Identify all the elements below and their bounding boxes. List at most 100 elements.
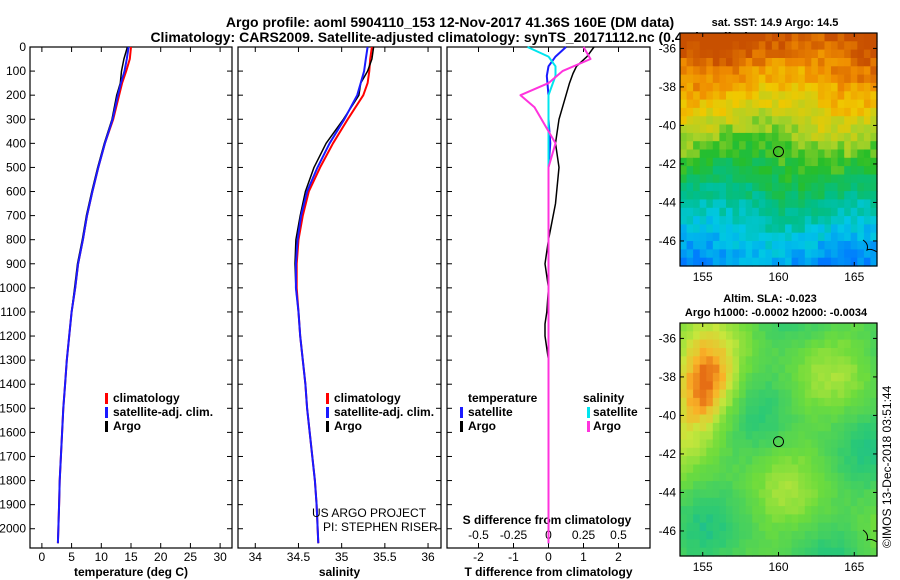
legend-label: climatology — [113, 391, 180, 405]
x-tick-label: 25 — [184, 550, 198, 564]
legend-swatch — [460, 421, 463, 432]
plot-frame — [237, 46, 442, 549]
sla-map-panel: Altim. SLA: -0.023 Argo h1000: -0.0002 h2… — [659, 293, 878, 574]
y-tick-label: 100 — [6, 64, 26, 78]
map-y-tick-label: -46 — [659, 234, 677, 248]
map-y-tick-label: -44 — [659, 485, 677, 499]
y-tick-label: 1800 — [0, 474, 26, 488]
x-tick-label: 35 — [335, 550, 349, 564]
x-tick-label: 0 — [39, 550, 46, 564]
map-y-tick-label: -46 — [659, 524, 677, 538]
y-tick-label: 2000 — [0, 522, 26, 536]
s-tick-label: 0.25 — [572, 528, 596, 542]
legend-swatch — [105, 407, 108, 418]
y-tick-label: 1100 — [0, 305, 26, 319]
profile-location-marker — [773, 436, 784, 448]
map-cells — [680, 33, 878, 267]
plot-frame — [29, 46, 233, 549]
y-tick-label: 800 — [6, 233, 26, 247]
difference-panel: T difference from climatology-2 -1 0 1 2 S di… — [446, 46, 651, 579]
x-tick-label: 1 — [580, 550, 587, 564]
sst-map-title: sat. SST: 14.9 Argo: 14.5 — [712, 17, 839, 29]
sla-map-subtitle: Argo h1000: -0.0002 h2000: -0.0034 — [685, 307, 868, 319]
map-y-tick-label: -44 — [659, 195, 677, 209]
y-tick-label: 1900 — [0, 498, 26, 512]
coastline — [862, 529, 878, 543]
x-axis-label: T difference from climatology — [464, 565, 632, 579]
map-y-tick-label: -42 — [659, 157, 677, 171]
y-tick-label: 1000 — [0, 281, 26, 295]
map-y-tick-label: -40 — [659, 118, 677, 132]
map-x-tick-label: 160 — [768, 270, 788, 284]
y-tick-label: 700 — [6, 209, 26, 223]
legend-header-temperature: temperature — [468, 391, 538, 405]
title-line-2: Climatology: CARS2009. Satellite-adjuste… — [150, 29, 749, 45]
legend-swatch — [460, 407, 463, 418]
x-tick-label: 36 — [421, 550, 435, 564]
salinity-panel: salinity 34 34.5 35 35.5 36 climatologysatelli… — [237, 46, 442, 579]
x-tick-label: 30 — [213, 550, 227, 564]
y-tick-label: 1200 — [0, 329, 26, 343]
legend-label: satellite — [593, 405, 638, 419]
legend-swatch — [105, 393, 108, 404]
y-tick-label: 1600 — [0, 425, 26, 439]
coastline — [862, 239, 878, 253]
y-tick-label: 200 — [6, 88, 26, 102]
map-y-tick-label: -42 — [659, 447, 677, 461]
y-tick-label: 900 — [6, 257, 26, 271]
y-tick-label: 0 — [19, 40, 26, 54]
y-tick-label: 500 — [6, 160, 26, 174]
legend-label: satellite-adj. clim. — [113, 405, 213, 419]
map-y-tick-label: -36 — [659, 41, 677, 55]
map-x-tick-label: 160 — [768, 560, 788, 574]
x-axis-label: temperature (deg C) — [74, 565, 188, 579]
y-tick-label: 1700 — [0, 449, 26, 463]
profile-location-marker — [773, 146, 784, 158]
map-x-tick-label: 155 — [693, 270, 713, 284]
legend-swatch — [587, 421, 590, 432]
legend-label: climatology — [334, 391, 401, 405]
legend-label: Argo — [113, 419, 141, 433]
map-x-tick-label: 155 — [693, 560, 713, 574]
map-x-tick-label: 165 — [844, 560, 864, 574]
legend-swatch — [326, 421, 329, 432]
s-axis-label: S difference from climatology — [463, 513, 632, 527]
x-axis-label: salinity — [319, 565, 361, 579]
legend-swatch — [326, 393, 329, 404]
y-tick-label: 1500 — [0, 401, 26, 415]
x-tick-label: 34 — [249, 550, 263, 564]
legend-header-salinity: salinity — [583, 391, 625, 405]
legend-swatch — [587, 407, 590, 418]
x-tick-label: 10 — [95, 550, 109, 564]
legend-label: Argo — [593, 419, 621, 433]
x-tick-label: 5 — [68, 550, 75, 564]
timestamp-watermark: ©IMOS 13-Dec-2018 03:51:44 — [880, 385, 894, 548]
map-y-tick-label: -38 — [659, 370, 677, 384]
sla-map-title: Altim. SLA: -0.023 — [723, 293, 817, 305]
sst-map-panel: sat. SST: 14.9 Argo: 14.5 -36 -38 -40 -42 -44… — [659, 17, 878, 284]
map-y-tick-label: -38 — [659, 80, 677, 94]
s-tick-label: -0.25 — [500, 528, 528, 542]
y-tick-label: 600 — [6, 185, 26, 199]
x-tick-label: 2 — [615, 550, 622, 564]
legend-swatch — [326, 407, 329, 418]
y-tick-label: 300 — [6, 112, 26, 126]
map-x-tick-label: 165 — [844, 270, 864, 284]
s-tick-label: 0.5 — [610, 528, 627, 542]
x-tick-label: -1 — [508, 550, 519, 564]
x-tick-label: 0 — [545, 550, 552, 564]
legend-label: satellite-adj. clim. — [334, 405, 434, 419]
x-tick-label: 20 — [154, 550, 168, 564]
x-tick-label: 15 — [124, 550, 138, 564]
temperature-panel: temperature (deg C)010020030040050060070… — [0, 40, 233, 579]
map-y-tick-label: -36 — [659, 331, 677, 345]
y-tick-label: 400 — [6, 136, 26, 150]
title-line-1: Argo profile: aoml 5904110_153 12-Nov-20… — [226, 14, 674, 30]
x-tick-label: 35.5 — [373, 550, 397, 564]
x-tick-label: -2 — [473, 550, 484, 564]
legend-swatch — [105, 421, 108, 432]
credit-line-2: PI: STEPHEN RISER — [323, 520, 438, 534]
series-salinity-argo — [519, 46, 592, 544]
map-y-tick-label: -40 — [659, 408, 677, 422]
